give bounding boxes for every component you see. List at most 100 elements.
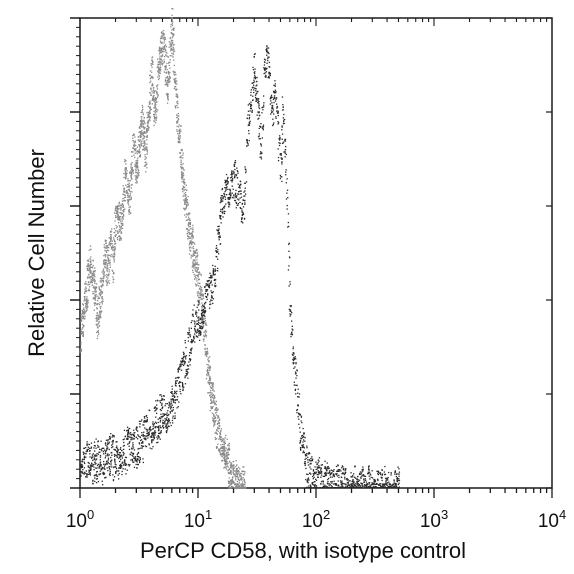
series-point bbox=[152, 99, 154, 101]
series-point bbox=[308, 487, 310, 489]
series-point bbox=[282, 106, 284, 108]
series-point bbox=[196, 261, 198, 264]
series-point bbox=[94, 273, 96, 275]
series-point bbox=[210, 387, 212, 390]
series-point bbox=[80, 317, 82, 319]
series-point bbox=[273, 90, 275, 92]
series-point bbox=[201, 321, 203, 323]
series-point bbox=[227, 465, 229, 467]
series-point bbox=[210, 399, 212, 401]
series-point bbox=[108, 237, 110, 239]
series-point bbox=[183, 186, 185, 188]
series-point bbox=[82, 315, 84, 317]
series-point bbox=[143, 145, 145, 147]
series-point bbox=[166, 75, 168, 78]
series-point bbox=[95, 473, 98, 476]
series-point bbox=[261, 127, 263, 129]
series-point bbox=[221, 456, 223, 458]
series-point bbox=[136, 163, 139, 165]
series-point bbox=[164, 421, 166, 423]
series-point bbox=[170, 402, 173, 404]
series-point bbox=[136, 162, 138, 164]
series-point bbox=[238, 190, 240, 193]
series-point bbox=[99, 464, 101, 467]
series-point bbox=[179, 364, 181, 366]
series-point bbox=[171, 23, 173, 25]
series-point bbox=[247, 124, 249, 126]
series-point bbox=[180, 130, 182, 132]
series-point bbox=[151, 432, 153, 434]
series-point bbox=[295, 363, 297, 365]
series-point bbox=[223, 195, 225, 197]
series-point bbox=[142, 108, 144, 110]
series-point bbox=[135, 436, 138, 439]
series-point bbox=[88, 462, 90, 464]
series-point bbox=[104, 477, 106, 479]
series-point bbox=[205, 336, 207, 338]
series-point bbox=[180, 155, 182, 157]
series-point bbox=[160, 42, 162, 44]
series-point bbox=[192, 260, 194, 262]
series-point bbox=[89, 453, 91, 455]
series-point bbox=[224, 198, 227, 200]
series-point bbox=[212, 385, 214, 387]
series-point bbox=[161, 41, 163, 43]
series-point bbox=[166, 414, 168, 416]
series-point bbox=[309, 472, 311, 474]
series-point bbox=[129, 206, 131, 208]
series-point bbox=[188, 218, 190, 220]
series-point bbox=[293, 381, 295, 383]
series-point bbox=[109, 243, 111, 246]
series-point bbox=[182, 389, 184, 392]
series-point bbox=[269, 98, 271, 100]
series-point bbox=[324, 467, 326, 469]
series-point bbox=[116, 230, 119, 232]
series-point bbox=[259, 125, 261, 127]
series-point bbox=[86, 474, 88, 476]
series-point bbox=[253, 81, 256, 83]
series-point bbox=[100, 465, 102, 467]
series-point bbox=[93, 466, 95, 468]
series-point bbox=[177, 368, 179, 371]
series-point bbox=[131, 454, 133, 456]
series-point bbox=[298, 393, 301, 395]
series-point bbox=[82, 332, 84, 334]
series-point bbox=[145, 437, 147, 439]
series-point bbox=[149, 109, 151, 112]
series-point bbox=[107, 455, 109, 457]
series-point bbox=[302, 446, 304, 448]
series-point bbox=[237, 170, 239, 173]
series-point bbox=[185, 206, 187, 208]
series-point bbox=[82, 451, 84, 453]
series-point bbox=[234, 484, 236, 486]
series-point bbox=[118, 225, 120, 227]
series-point bbox=[219, 453, 221, 456]
series-point bbox=[154, 109, 157, 112]
series-point bbox=[134, 456, 136, 458]
series-point bbox=[155, 98, 157, 100]
series-point bbox=[134, 141, 137, 143]
series-point bbox=[217, 249, 219, 251]
series-point bbox=[269, 73, 271, 75]
series-point bbox=[222, 453, 224, 456]
series-point bbox=[157, 63, 159, 66]
series-point bbox=[225, 188, 227, 190]
series-point bbox=[124, 191, 126, 193]
series-point bbox=[114, 220, 116, 222]
series-point bbox=[117, 205, 119, 208]
series-point bbox=[160, 416, 162, 418]
series-point bbox=[135, 176, 138, 178]
series-point bbox=[134, 152, 136, 154]
series-point bbox=[98, 446, 100, 448]
series-point bbox=[99, 307, 102, 310]
series-point bbox=[111, 242, 113, 245]
series-point bbox=[244, 195, 246, 197]
series-point bbox=[140, 439, 142, 442]
series-point bbox=[163, 34, 165, 36]
series-point bbox=[144, 427, 146, 429]
series-point bbox=[97, 303, 99, 305]
series-point bbox=[292, 363, 294, 365]
series-point bbox=[260, 145, 262, 147]
series-point bbox=[115, 224, 117, 227]
series-point bbox=[251, 109, 253, 111]
